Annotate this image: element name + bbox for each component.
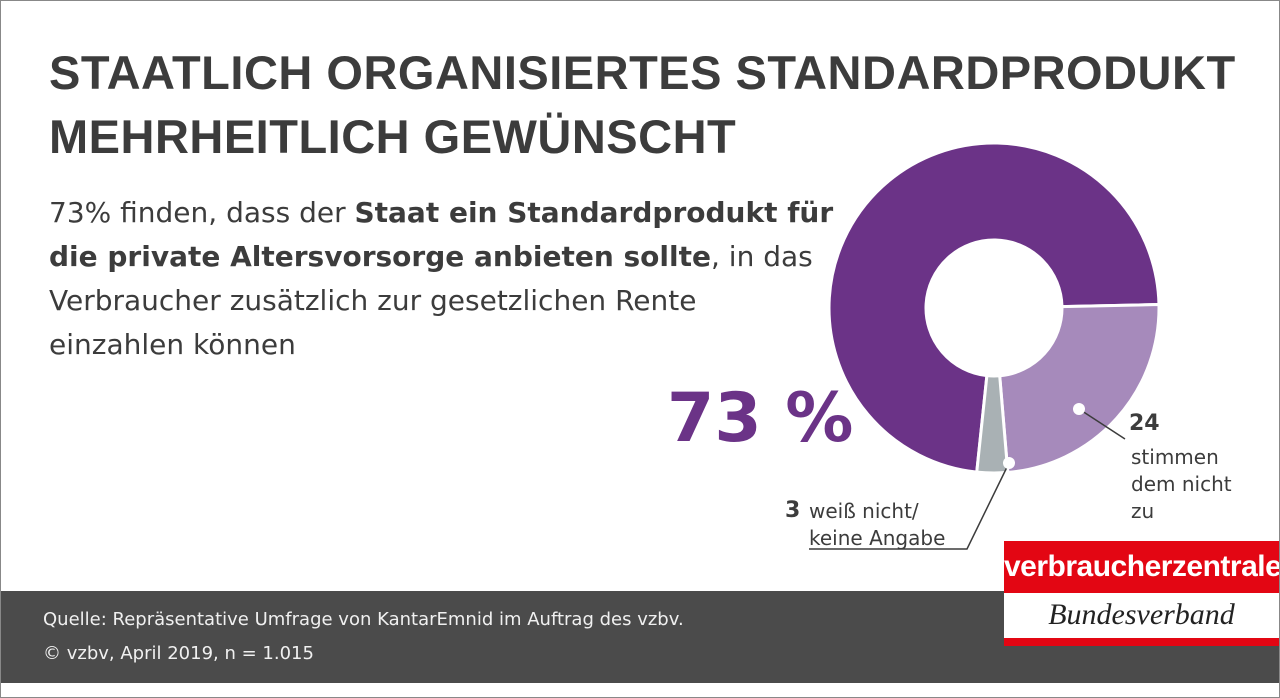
donut-segment — [975, 373, 1010, 475]
leader-line — [1078, 408, 1126, 440]
category-label: stimmen dem nicht zu — [1131, 445, 1232, 523]
value-label: 24 — [1129, 411, 1160, 436]
leader-line — [809, 462, 1010, 550]
title: STAATLICH ORGANISIERTES STANDARDPRODUKT … — [49, 41, 1236, 169]
category-label: weiß nicht/ keine Angabe — [809, 499, 946, 550]
leader-dot — [1073, 403, 1085, 415]
logo-line2: Bundesverband — [1048, 598, 1235, 631]
intro: 73% finden, dass der Staat ein Standardp… — [49, 191, 839, 367]
source: Quelle: Repräsentative Umfrage von Kanta… — [43, 609, 684, 630]
intro-text: 73% finden, dass der — [49, 196, 355, 229]
intro-text: , in das Verbraucher zusätzlich zur gese… — [49, 240, 813, 361]
copyright: © vzbv, April 2019, n = 1.015 — [43, 643, 314, 664]
title-line: MEHRHEITLICH GEWÜNSCHT — [49, 110, 737, 163]
big-value-label: 73 % — [667, 379, 853, 458]
donut-segment — [827, 141, 1161, 474]
intro-bold: Staat ein Standardprodukt für die privat… — [49, 196, 834, 273]
leader-dot — [1003, 457, 1015, 469]
title-line: STAATLICH ORGANISIERTES STANDARDPRODUKT — [49, 46, 1236, 99]
value-label: 3 — [785, 498, 801, 523]
donut-segment — [998, 303, 1161, 475]
logo-line1: verbraucherzentrale — [1004, 541, 1279, 593]
logo: verbraucherzentrale Bundesverband — [1004, 541, 1279, 646]
logo-stripe — [1004, 638, 1279, 646]
